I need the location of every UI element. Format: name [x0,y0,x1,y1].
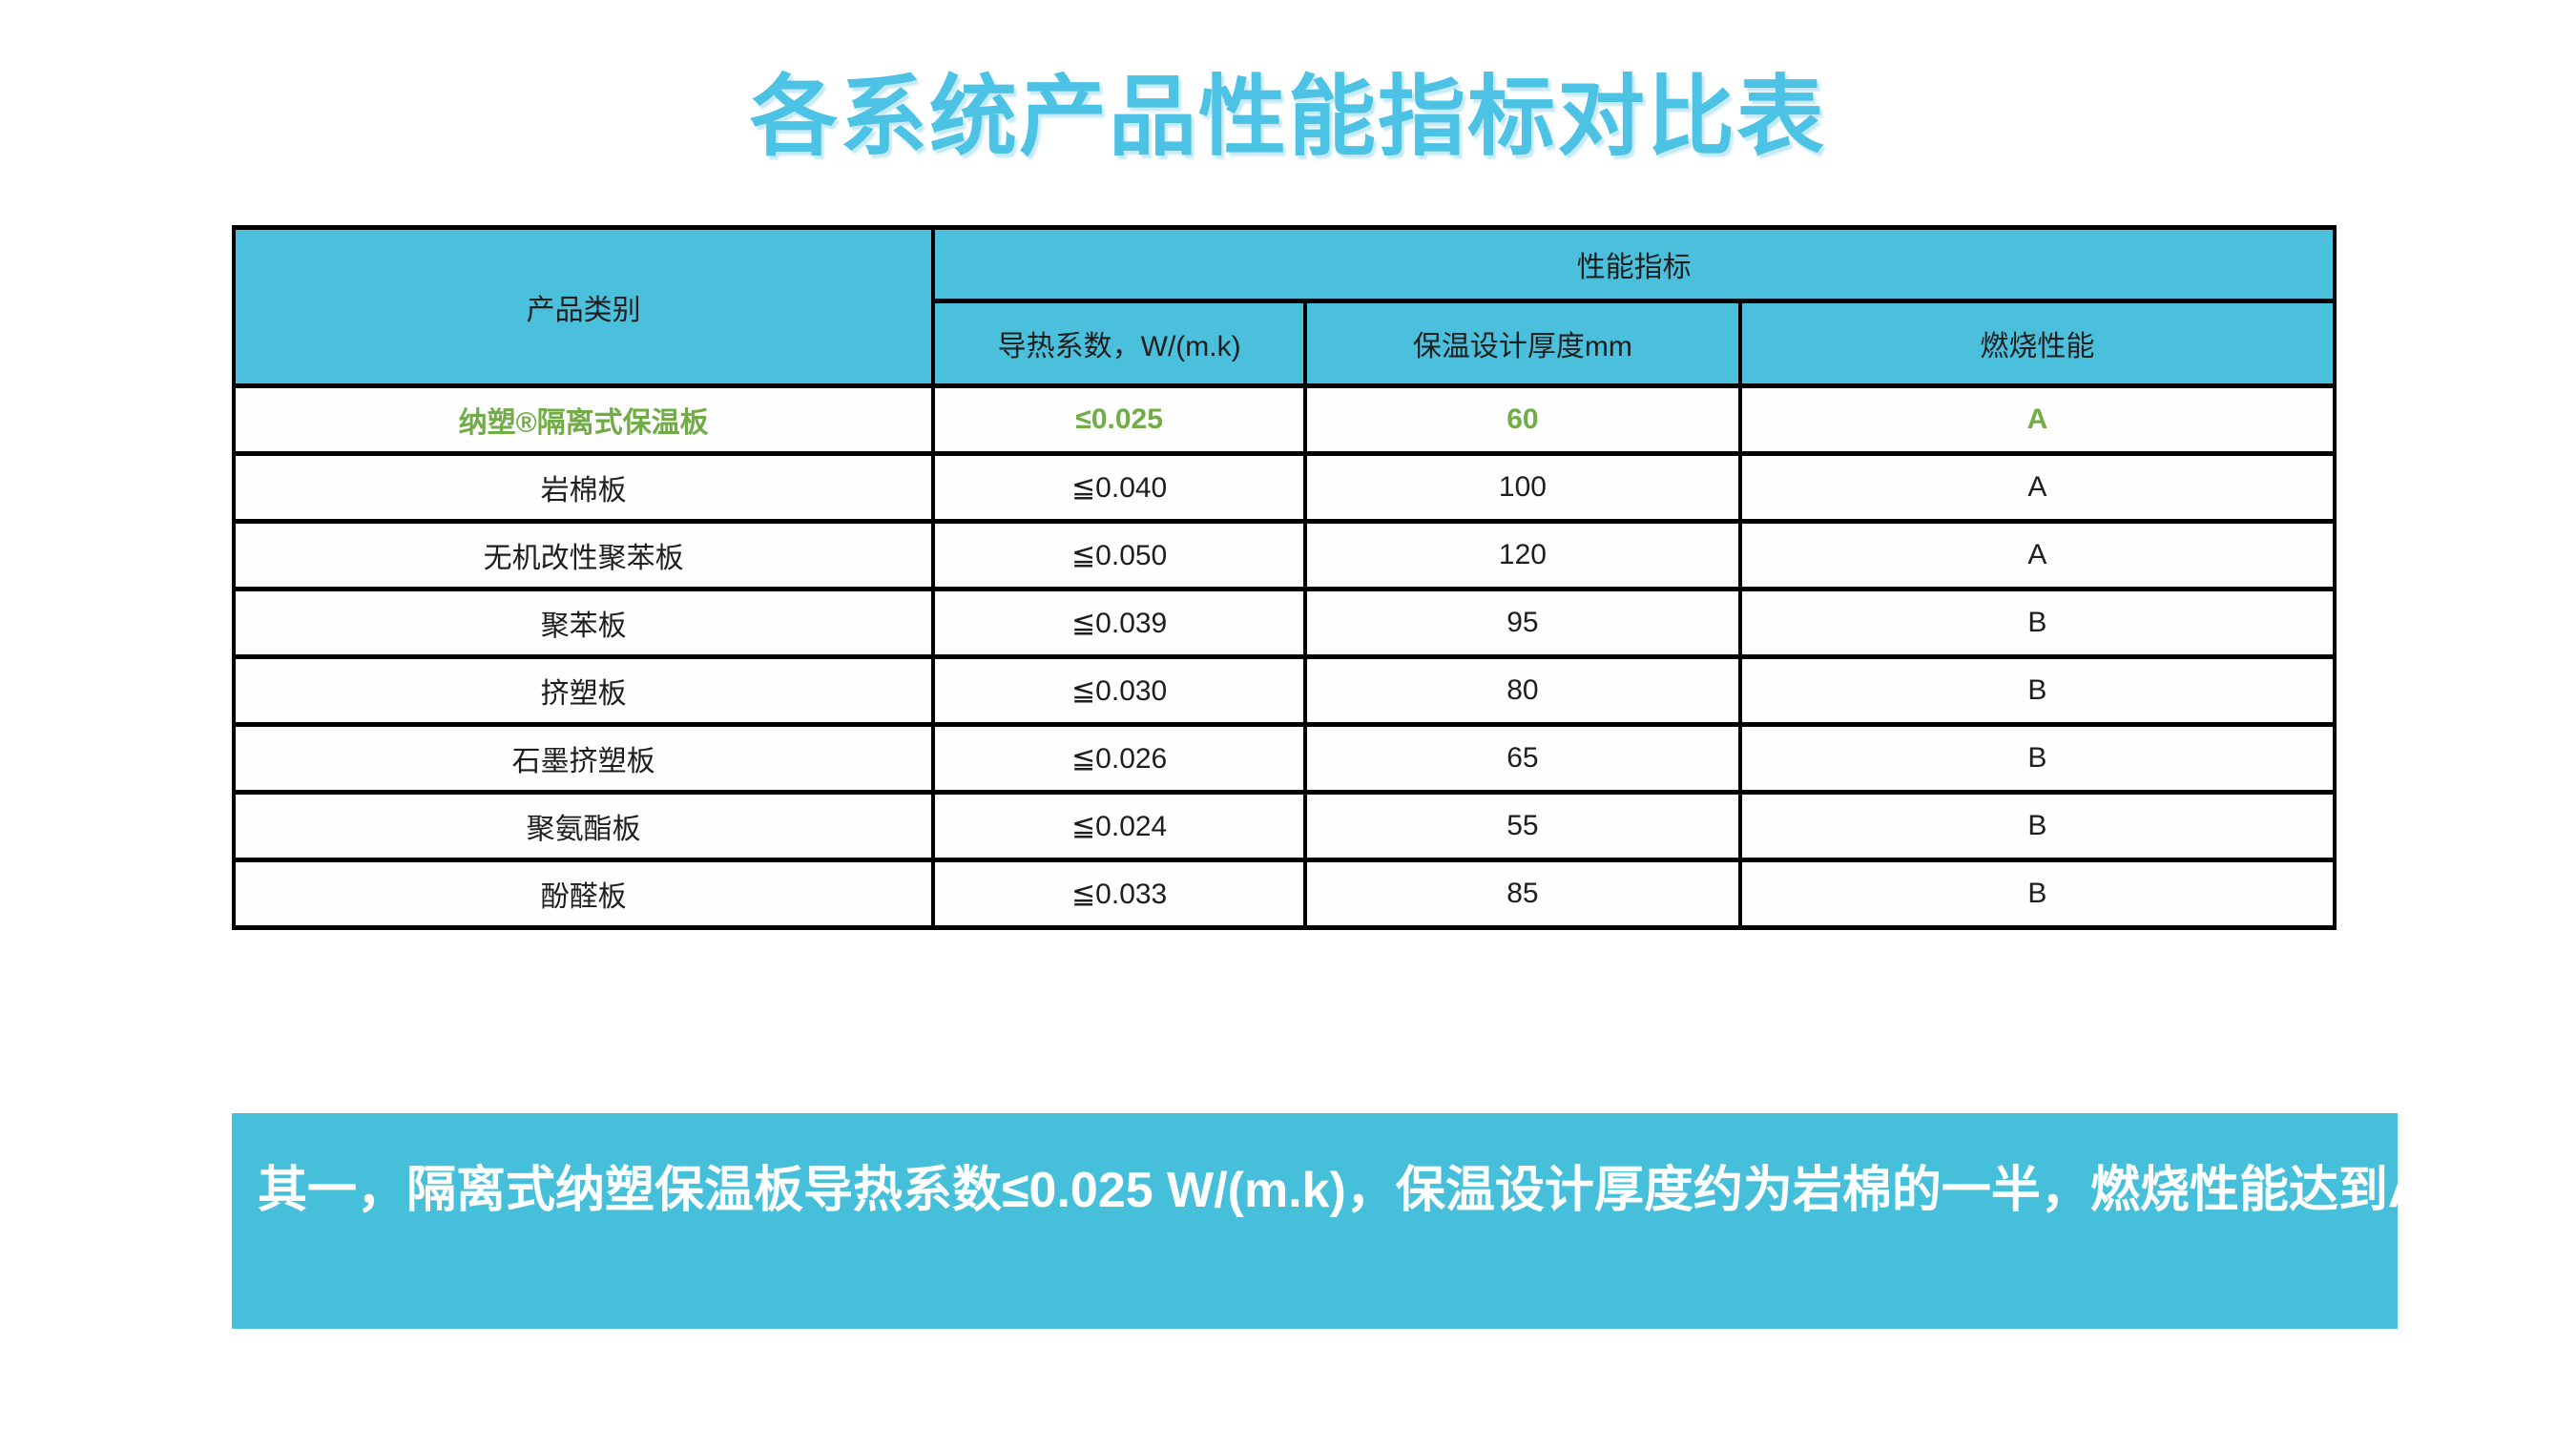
product-name-cell: 聚氨酯板 [231,790,936,862]
thickness-cell: 65 [1303,722,1742,795]
product-name-cell: 聚苯板 [231,587,936,659]
table-row: 聚氨酯板 ≦0.024 55 B [231,790,2337,862]
thickness-cell: 120 [1303,519,1742,591]
header-performance-index: 性能指标 [931,225,2337,303]
product-name-cell: 岩棉板 [231,451,936,524]
combustion-cell: A [1737,519,2337,591]
conductivity-cell: ≤0.025 [931,383,1308,456]
combustion-cell: B [1737,858,2337,930]
product-name-cell: 酚醛板 [231,858,936,930]
thickness-cell: 80 [1303,654,1742,727]
combustion-cell: B [1737,722,2337,795]
combustion-cell: B [1737,790,2337,862]
page-title: 各系统产品性能指标对比表 [749,69,1826,166]
header-row-top: 产品类别 性能指标 [231,225,2337,388]
conductivity-cell: ≦0.040 [931,451,1308,524]
comparison-table: 产品类别 性能指标 导热系数，W/(m.k) 保温设计厚度mm 燃烧性能 纳塑®… [231,225,2337,930]
product-name-cell: 纳塑®隔离式保温板 [231,383,936,456]
conductivity-cell: ≦0.050 [931,519,1308,591]
product-name-cell: 石墨挤塑板 [231,722,936,795]
conductivity-cell: ≦0.030 [931,654,1308,727]
summary-banner: 其一，隔离式纳塑保温板导热系数≤0.025 W/(m.k)，保温设计厚度约为岩棉… [232,1113,2550,1329]
header-insulation-thickness: 保温设计厚度mm [1303,299,1742,388]
header-combustion-performance: 燃烧性能 [1737,299,2337,388]
header-row-sub: 导热系数，W/(m.k) 保温设计厚度mm 燃烧性能 [234,299,2337,388]
table-row: 聚苯板 ≦0.039 95 B [231,587,2337,659]
product-name-cell: 挤塑板 [231,654,936,727]
conductivity-cell: ≦0.033 [931,858,1308,930]
thickness-cell: 85 [1303,858,1742,930]
header-product-category: 产品类别 [231,225,936,388]
table-row: 石墨挤塑板 ≦0.026 65 B [231,722,2337,795]
table-row: 酚醛板 ≦0.033 85 B [231,858,2337,930]
summary-text: 其一，隔离式纳塑保温板导热系数≤0.025 W/(m.k)，保温设计厚度约为岩棉… [258,1163,2551,1218]
product-name-cell: 无机改性聚苯板 [231,519,936,591]
header-thermal-conductivity: 导热系数，W/(m.k) [931,299,1308,388]
thickness-cell: 95 [1303,587,1742,659]
combustion-cell: B [1737,587,2337,659]
conductivity-cell: ≦0.039 [931,587,1308,659]
conductivity-cell: ≦0.024 [931,790,1308,862]
combustion-cell: A [1737,383,2337,456]
table-row: 无机改性聚苯板 ≦0.050 120 A [231,519,2337,591]
table-row: 岩棉板 ≦0.040 100 A [231,451,2337,524]
thickness-cell: 55 [1303,790,1742,862]
table-body: 纳塑®隔离式保温板 ≤0.025 60 A 岩棉板 ≦0.040 100 A 无机改性聚苯板 ≦0… [231,383,2337,930]
table-row: 挤塑板 ≦0.030 80 B [231,654,2337,727]
conductivity-cell: ≦0.026 [931,722,1308,795]
thickness-cell: 60 [1303,383,1742,456]
table-row: 纳塑®隔离式保温板 ≤0.025 60 A [231,383,2337,456]
thickness-cell: 100 [1303,451,1742,524]
combustion-cell: B [1737,654,2337,727]
combustion-cell: A [1737,451,2337,524]
